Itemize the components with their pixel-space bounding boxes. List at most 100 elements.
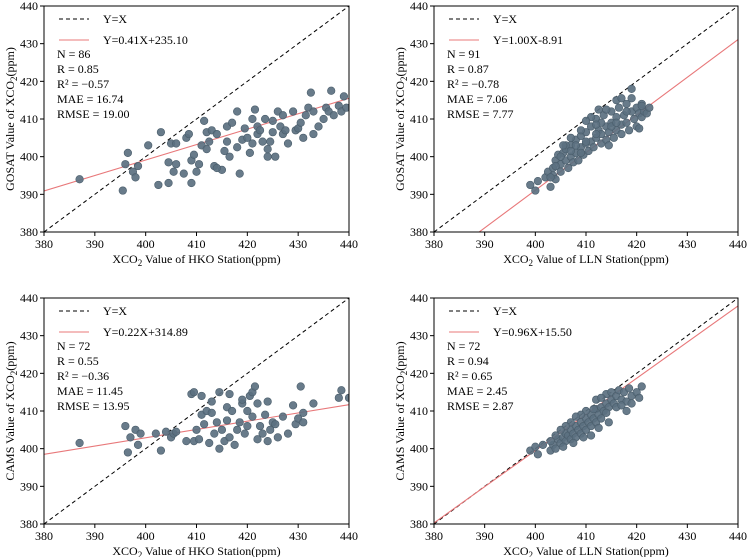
- data-point: [235, 169, 244, 178]
- stat-line: MAE = 16.74: [57, 92, 123, 106]
- data-point: [182, 437, 191, 446]
- data-point: [531, 442, 540, 451]
- data-point: [271, 152, 280, 161]
- panel-bottom-right: 380 390 400 410 420 430 440 380 390 400 410 420 430 4…: [393, 291, 747, 557]
- data-point: [556, 425, 565, 434]
- x-tick-label: 400: [137, 237, 155, 251]
- data-point: [319, 114, 328, 124]
- data-point: [121, 421, 130, 431]
- data-point: [164, 158, 173, 167]
- data-point: [212, 418, 221, 427]
- stat-line: RMSE = 2.87: [447, 399, 513, 413]
- x-tick-label: 440: [729, 529, 747, 543]
- stat-line: R² = 0.65: [447, 369, 492, 383]
- data-point: [245, 148, 254, 157]
- x-tick-label: 380: [425, 529, 443, 543]
- data-point: [205, 438, 214, 448]
- x-tick-label: 390: [86, 529, 104, 543]
- legend-identity-label: Y=X: [103, 12, 127, 26]
- y-tick-label: 400: [410, 150, 428, 164]
- data-point: [184, 129, 193, 139]
- data-point: [576, 148, 586, 157]
- data-point: [179, 169, 188, 178]
- data-point: [131, 173, 140, 182]
- y-axis-label: CAMS Value of XCO2​(ppm): [3, 341, 19, 480]
- data-point: [240, 429, 249, 438]
- data-point: [212, 129, 221, 139]
- points: [75, 382, 349, 457]
- data-point: [189, 388, 199, 397]
- stat-line: N = 86: [57, 47, 90, 61]
- x-axis-label: XCO2​ Value of HKO Station(ppm): [112, 544, 280, 557]
- data-point: [574, 156, 583, 165]
- data-point: [278, 111, 288, 120]
- legend-fit-label: Y=0.41X+235.10: [103, 33, 188, 47]
- data-point: [627, 399, 636, 408]
- data-point: [296, 382, 305, 391]
- x-tick-label: 420: [238, 529, 256, 543]
- legend-fit-label: Y=1.00X-8.91: [493, 33, 563, 47]
- data-point: [207, 408, 216, 417]
- data-point: [250, 382, 260, 391]
- data-point: [202, 145, 211, 154]
- data-point: [617, 94, 626, 103]
- data-point: [635, 393, 644, 402]
- x-tick-label: 400: [526, 237, 544, 251]
- data-point: [337, 386, 346, 395]
- data-point: [121, 160, 130, 169]
- data-point: [592, 120, 601, 129]
- data-point: [255, 421, 265, 431]
- data-point: [250, 105, 260, 114]
- data-point: [235, 418, 244, 427]
- y-tick-label: 410: [20, 112, 38, 126]
- x-axis-label: XCO2​ Value of LLN Station(ppm): [503, 252, 669, 268]
- data-point: [299, 418, 308, 427]
- data-point: [192, 425, 201, 434]
- legend-identity-label: Y=X: [493, 12, 517, 26]
- y-tick-label: 410: [410, 112, 428, 126]
- x-tick-label: 420: [238, 237, 256, 251]
- data-point: [635, 124, 644, 133]
- data-point: [261, 410, 270, 419]
- stat-line: RMSE = 7.77: [447, 107, 513, 121]
- y-tick-label: 430: [410, 329, 428, 343]
- data-point: [602, 408, 611, 417]
- y-tick-label: 440: [410, 291, 428, 305]
- data-point: [172, 160, 181, 169]
- fit-line: [44, 97, 349, 192]
- data-point: [172, 139, 181, 148]
- data-point: [309, 399, 318, 408]
- data-point: [205, 137, 214, 146]
- data-point: [609, 133, 618, 142]
- x-tick-label: 430: [289, 529, 307, 543]
- y-tick-label: 420: [20, 366, 38, 380]
- data-point: [75, 438, 84, 448]
- data-point: [546, 182, 555, 191]
- data-point: [627, 84, 636, 93]
- data-point: [594, 105, 603, 114]
- data-point: [271, 420, 280, 429]
- data-point: [579, 433, 588, 442]
- data-point: [344, 393, 349, 402]
- data-point: [533, 450, 542, 459]
- data-point: [571, 412, 580, 421]
- stat-line: R² = −0.36: [57, 369, 109, 383]
- data-point: [586, 431, 596, 440]
- data-point: [225, 389, 234, 399]
- data-point: [194, 160, 204, 169]
- data-point: [123, 448, 132, 457]
- data-point: [556, 152, 565, 161]
- data-point: [200, 116, 209, 125]
- data-point: [283, 139, 293, 148]
- data-point: [164, 178, 173, 188]
- data-point: [569, 438, 578, 448]
- x-tick-label: 390: [86, 237, 104, 251]
- data-point: [288, 401, 298, 410]
- data-point: [248, 412, 257, 421]
- x-tick-label: 430: [678, 529, 696, 543]
- data-point: [210, 429, 219, 438]
- y-axis-label: CAMS Value of XCO2​(ppm): [393, 341, 409, 480]
- data-point: [189, 150, 199, 159]
- data-point: [614, 103, 624, 112]
- x-axis-label: XCO2​ Value of HKO Station(ppm): [112, 252, 280, 268]
